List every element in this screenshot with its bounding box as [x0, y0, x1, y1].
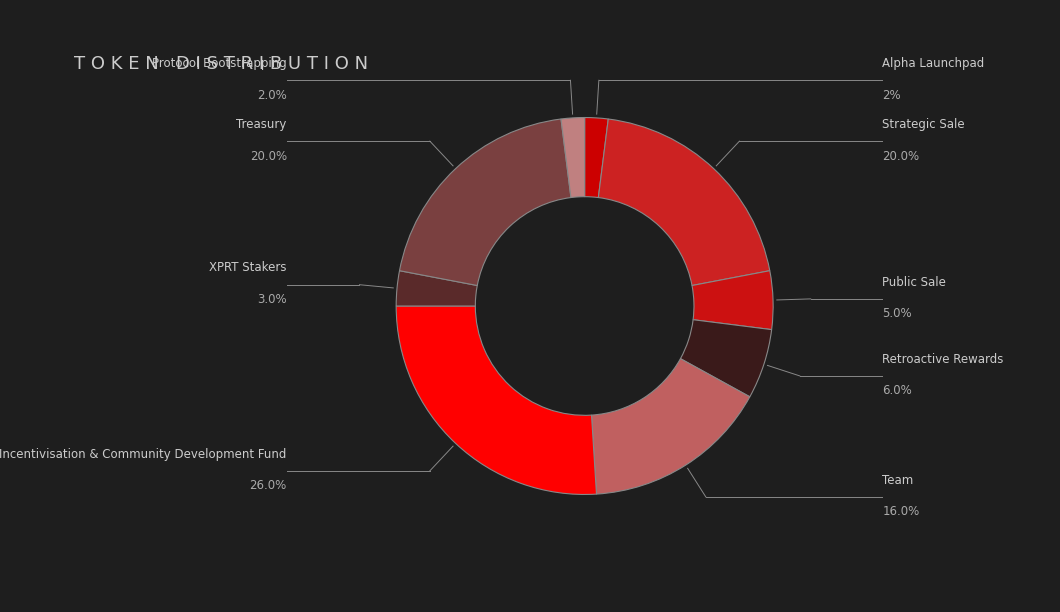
Text: Alpha Launchpad: Alpha Launchpad	[882, 57, 985, 70]
Text: T O K E N   D I S T R I B U T I O N: T O K E N D I S T R I B U T I O N	[74, 55, 368, 73]
Wedge shape	[681, 319, 772, 397]
Text: 6.0%: 6.0%	[882, 384, 913, 397]
Wedge shape	[396, 271, 477, 306]
Wedge shape	[585, 118, 608, 198]
Text: XPRT Stakers: XPRT Stakers	[210, 261, 287, 274]
Text: 20.0%: 20.0%	[882, 149, 920, 163]
Text: 20.0%: 20.0%	[250, 149, 287, 163]
Text: Treasury: Treasury	[236, 118, 287, 131]
Text: 2.0%: 2.0%	[258, 89, 287, 102]
Wedge shape	[561, 118, 585, 198]
Wedge shape	[396, 306, 597, 494]
Text: 26.0%: 26.0%	[249, 479, 287, 492]
Text: Public Sale: Public Sale	[882, 275, 947, 288]
Text: Protocol Bootstrapping: Protocol Bootstrapping	[153, 57, 287, 70]
Text: Retroactive Rewards: Retroactive Rewards	[882, 353, 1004, 365]
Text: Strategic Sale: Strategic Sale	[882, 118, 965, 131]
Wedge shape	[400, 119, 571, 286]
Wedge shape	[692, 271, 773, 330]
Text: 16.0%: 16.0%	[882, 506, 920, 518]
Text: Incentivisation & Community Development Fund: Incentivisation & Community Development …	[0, 447, 287, 460]
Text: 3.0%: 3.0%	[258, 293, 287, 306]
Wedge shape	[591, 359, 749, 494]
Wedge shape	[598, 119, 770, 286]
Text: 5.0%: 5.0%	[882, 307, 912, 320]
Text: Team: Team	[882, 474, 914, 487]
Text: 2%: 2%	[882, 89, 901, 102]
